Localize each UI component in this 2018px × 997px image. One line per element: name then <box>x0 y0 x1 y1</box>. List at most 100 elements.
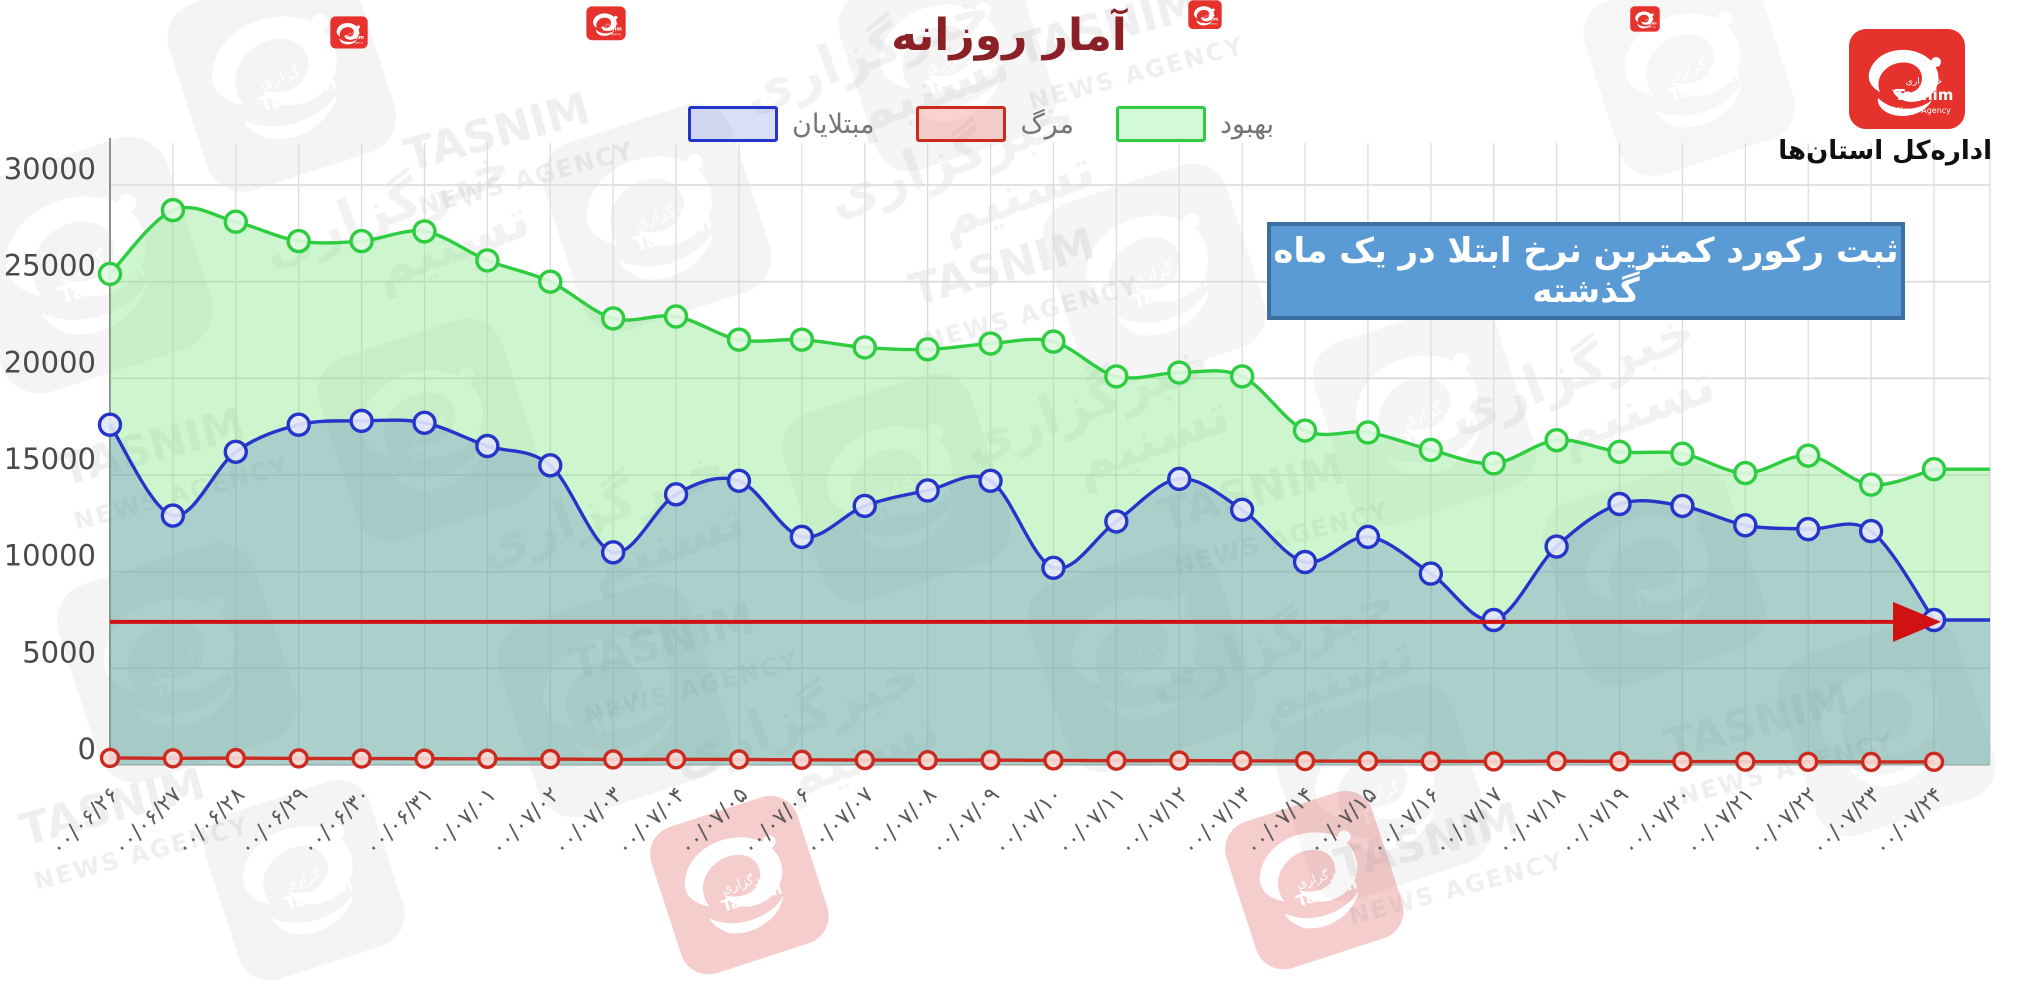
data-point <box>1672 751 1693 772</box>
data-point <box>1670 441 1695 466</box>
data-point <box>1798 751 1819 772</box>
data-point <box>1355 420 1381 445</box>
data-point <box>160 197 186 223</box>
data-point <box>663 304 689 329</box>
x-axis-tick-label: ۰۰/۰۷/۰۱ <box>423 783 501 861</box>
data-point <box>978 331 1003 356</box>
y-axis-tick-label: 25000 <box>4 249 96 283</box>
x-axis-tick-label: ۰۰/۰۷/۱۰ <box>989 783 1067 861</box>
data-point <box>1167 360 1192 385</box>
svg-text:Tasnim: Tasnim <box>1642 20 1657 25</box>
data-point <box>791 749 813 771</box>
y-axis-tick-label: 30000 <box>4 152 96 186</box>
data-point <box>1860 751 1882 773</box>
data-point <box>789 327 815 352</box>
data-point <box>351 748 372 769</box>
data-point <box>726 327 752 352</box>
data-point <box>349 228 374 254</box>
data-point <box>1104 509 1129 534</box>
svg-text:News Agency: News Agency <box>603 32 622 36</box>
tasnim-mini-logo-icon: خبرگزاری Tasnim News Agency <box>1188 0 1222 33</box>
legend-item-deaths[interactable]: مرگ <box>916 106 1074 142</box>
data-point <box>1733 513 1758 538</box>
x-axis-tick-label: ۰۰/۰۷/۰۹ <box>926 783 1004 861</box>
y-axis-tick-label: 20000 <box>4 345 96 379</box>
svg-text:News Agency: News Agency <box>346 40 364 44</box>
data-point <box>1670 493 1695 519</box>
data-point <box>854 749 875 771</box>
tasnim-mini-logo-icon: خبرگزاری Tasnim News Agency <box>1630 6 1660 36</box>
svg-text:News Agency: News Agency <box>1897 106 1951 115</box>
tasnim-logo-block: خبرگزاری Tasnim News Agency اداره‌کل است… <box>1778 28 1992 166</box>
data-point <box>915 337 940 362</box>
data-point <box>1292 549 1318 575</box>
data-point <box>978 468 1003 493</box>
svg-text:Tasnim: Tasnim <box>602 26 622 32</box>
data-point <box>728 749 750 770</box>
data-point <box>1733 460 1758 486</box>
data-point <box>1167 466 1192 492</box>
data-point <box>1041 555 1066 580</box>
data-point <box>1735 751 1756 772</box>
x-axis-tick-label: ۰۰/۰۶/۳۱ <box>360 783 438 861</box>
data-point <box>538 269 563 294</box>
data-point <box>160 503 186 528</box>
data-point <box>288 748 309 769</box>
data-point <box>349 408 374 434</box>
x-axis-tick-label: ۰۰/۰۶/۲۹ <box>235 783 313 861</box>
svg-text:خبرگزاری: خبرگزاری <box>1645 17 1655 21</box>
data-point <box>223 439 248 464</box>
page-title: آمار روزانه <box>891 10 1127 61</box>
data-point <box>1483 751 1504 772</box>
data-point <box>1229 497 1255 522</box>
svg-text:خبرگزاری: خبرگزاری <box>1906 75 1942 87</box>
data-point <box>600 540 626 565</box>
legend-item-cases[interactable]: مبتلایان <box>688 106 874 142</box>
svg-text:Tasnim: Tasnim <box>345 35 364 41</box>
data-point <box>1923 751 1945 773</box>
x-axis-tick-label: ۰۰/۰۷/۰۲ <box>486 783 564 861</box>
data-point <box>97 261 123 287</box>
x-axis-tick-label: ۰۰/۰۷/۲۰ <box>1618 783 1696 861</box>
data-point <box>1357 750 1379 772</box>
svg-text:خبرگزاری: خبرگزاری <box>349 31 361 35</box>
x-axis-tick-label: ۰۰/۰۷/۱۴ <box>1241 783 1319 861</box>
chart-legend: مبتلایان مرگ بهبود <box>688 106 1300 142</box>
x-axis-tick-label: ۰۰/۰۷/۱۲ <box>1115 783 1193 861</box>
data-point <box>1544 428 1569 453</box>
tasnim-mini-logo-icon: خبرگزاری Tasnim News Agency <box>330 16 368 53</box>
data-point <box>1607 439 1632 464</box>
data-point <box>412 219 437 244</box>
data-point <box>1420 751 1442 772</box>
data-point <box>663 482 689 507</box>
daily-stats-chart: 050001000015000200002500030000۰۰/۰۶/۲۶۰۰… <box>4 138 1991 861</box>
legend-label-recovered: بهبود <box>1219 108 1275 140</box>
data-point <box>1607 491 1632 517</box>
data-point <box>602 749 624 770</box>
x-axis-tick-label: ۰۰/۰۷/۰۸ <box>864 782 942 860</box>
data-point <box>286 412 311 437</box>
annotation-box: ثبت رکورد کمترین نرخ ابتلا در یک ماه گذش… <box>1267 222 1905 320</box>
data-point <box>1043 750 1064 771</box>
recovered-swatch-icon <box>1115 106 1206 142</box>
data-point <box>1041 329 1066 354</box>
data-point <box>538 453 563 478</box>
infographic-canvas: خبرگزاری Tasnim خبرگزاری Tasnim خبرگزاری… <box>0 0 1992 981</box>
x-axis-tick-label: ۰۰/۰۷/۰۶ <box>738 783 816 861</box>
data-point <box>99 747 121 769</box>
data-point <box>414 748 435 769</box>
data-point <box>477 748 498 770</box>
y-axis-tick-label: 15000 <box>4 442 96 476</box>
legend-item-recovered[interactable]: بهبود <box>1115 106 1275 142</box>
data-point <box>1796 516 1821 542</box>
data-point <box>97 412 123 437</box>
data-point <box>286 228 311 254</box>
svg-text:خبرگزاری: خبرگزاری <box>1205 13 1216 17</box>
y-axis-tick-label: 0 <box>78 732 96 766</box>
data-point <box>665 749 687 770</box>
data-point <box>852 335 877 360</box>
data-point <box>1546 751 1567 772</box>
x-axis-tick-label: ۰۰/۰۷/۰۳ <box>549 782 627 860</box>
tasnim-mini-logo-icon: خبرگزاری Tasnim News Agency <box>586 6 626 45</box>
data-point <box>1609 751 1630 772</box>
